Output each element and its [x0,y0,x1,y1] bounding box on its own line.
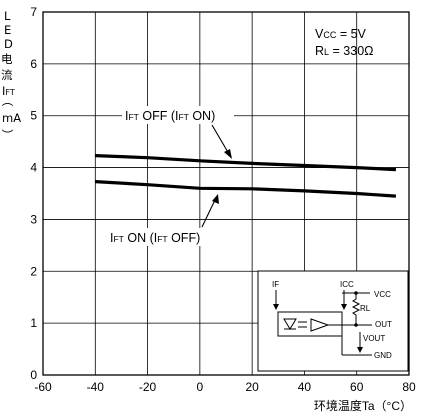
y-tick-label: 2 [30,264,37,278]
y-axis-label: L E D 电 流 IFT （ mA ） [0,9,21,141]
y-label-char-1: E [4,23,11,37]
series-line-1 [95,180,397,198]
y-tick-label: 6 [30,57,37,71]
y-label-char-8: mA [2,111,21,125]
inset-label-vout: VOUT [363,334,385,343]
inset-label-rl: RL [360,304,371,313]
y-tick-label: 0 [30,368,37,382]
x-tick-label: 60 [350,380,364,394]
x-tick-label: 40 [298,380,312,394]
plot-frame [42,11,410,376]
inset-label-if: IF [272,280,279,289]
y-label-char-3: 电 [1,52,13,66]
x-tick-label: -20 [139,380,157,394]
x-tick-label: 20 [245,380,259,394]
series-line-0 [95,154,396,172]
arrow-series-1 [201,194,219,228]
y-tick-label: 7 [30,5,37,19]
x-tick-label: 0 [197,380,204,394]
series-label-ift-off: IFT OFF (IFT ON) [125,109,215,123]
inset-circuit-diagram: IF ICC VCC RL OUT VOUT GND [257,270,409,372]
y-tick-label: 5 [30,109,37,123]
tick-labels: -60 -40 -20 0 20 40 60 80 0 1 2 3 4 5 6 7 [30,5,416,394]
y-label-char-7: （ [0,95,14,107]
condition-rl: RL = 330Ω [315,44,374,58]
series-lines [95,154,397,198]
y-tick-label: 4 [30,161,37,175]
y-tick-label: 3 [30,212,37,226]
condition-vcc: VCC = 5V [315,27,367,41]
series-label-ift-on: IFT ON (IFT OFF) [110,231,200,245]
y-label-char-2: D [4,37,13,51]
y-label-char-9: ） [0,129,14,141]
x-tick-label: -40 [87,380,105,394]
y-label-char-0: L [4,9,11,23]
inset-label-icc: ICC [340,280,354,289]
inset-label-vcc: VCC [374,290,391,299]
inset-label-out: OUT [375,320,392,329]
y-label-char-4: 流 [1,68,13,82]
y-label-char-5: IFT [2,84,15,98]
series-label-bg-1 [107,228,235,246]
x-axis-label: 环境温度Ta（°C） [314,398,412,413]
x-tick-label: 80 [402,380,416,394]
series-label-bg-0 [122,106,234,124]
arrow-series-0 [211,124,232,159]
y-tick-label: 1 [30,316,37,330]
inset-label-gnd: GND [374,351,392,360]
x-tick-label: -60 [34,380,52,394]
